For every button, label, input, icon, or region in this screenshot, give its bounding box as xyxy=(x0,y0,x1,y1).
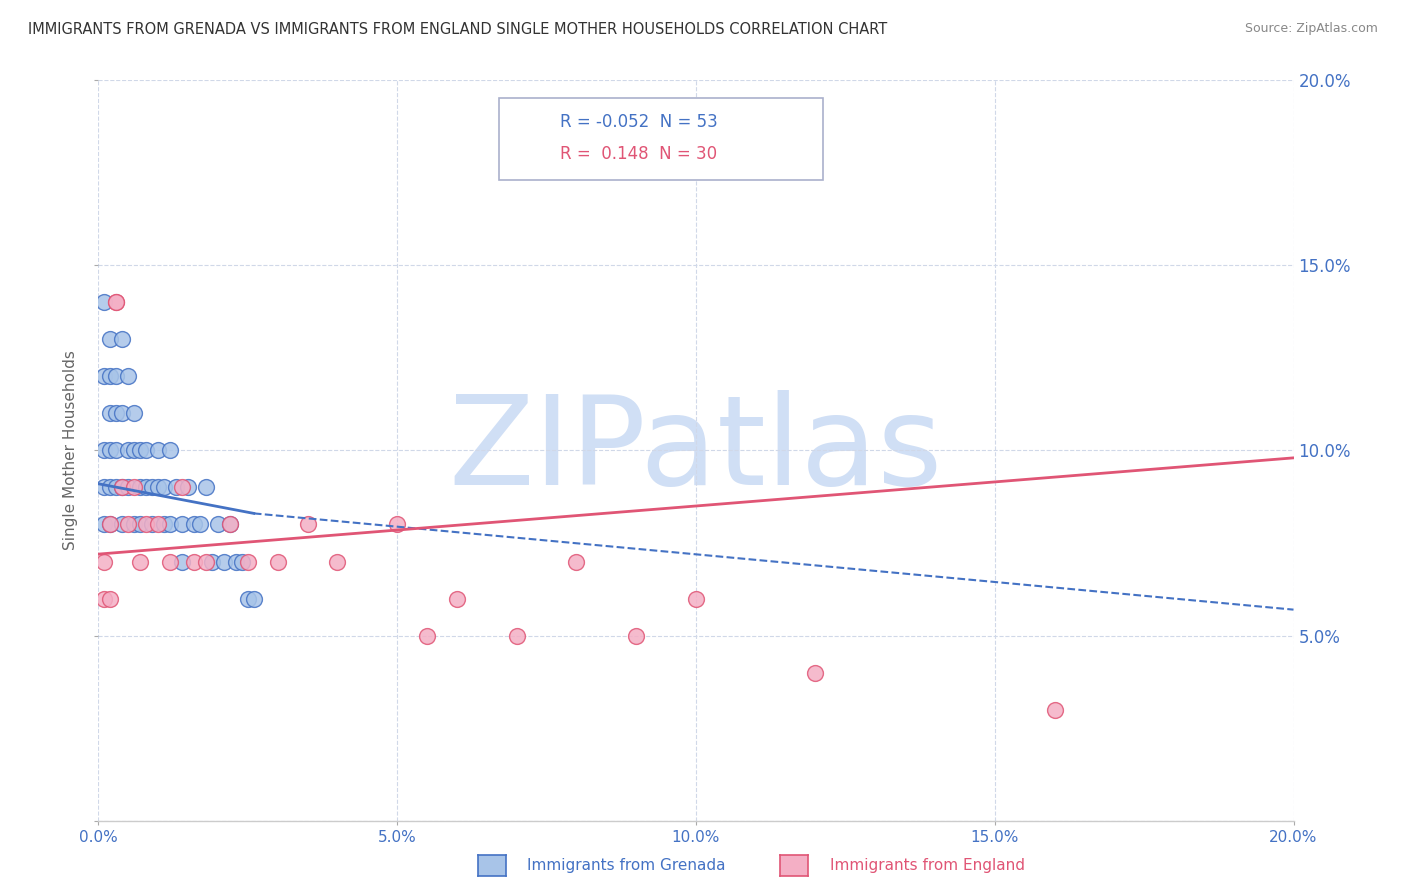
Point xyxy=(93,443,115,458)
Point xyxy=(153,517,176,532)
Point xyxy=(135,481,157,495)
Point xyxy=(297,517,319,532)
Point xyxy=(124,517,146,532)
Point xyxy=(212,554,235,569)
Point xyxy=(117,481,139,495)
Point xyxy=(105,295,128,310)
Point xyxy=(219,517,242,532)
Point xyxy=(135,443,157,458)
Point xyxy=(93,481,115,495)
Point xyxy=(236,554,259,569)
Point xyxy=(93,591,115,606)
Point xyxy=(111,481,134,495)
Point xyxy=(165,481,187,495)
Point xyxy=(98,517,122,532)
Point xyxy=(98,407,122,421)
Point xyxy=(565,554,588,569)
Point xyxy=(183,517,205,532)
Point xyxy=(153,481,176,495)
Point xyxy=(195,481,218,495)
Point xyxy=(148,517,170,532)
Point xyxy=(141,481,163,495)
Point xyxy=(243,591,266,606)
Point xyxy=(105,295,128,310)
Point xyxy=(626,628,648,642)
Point xyxy=(93,554,115,569)
Text: ZIPatlas: ZIPatlas xyxy=(449,390,943,511)
Point xyxy=(93,369,115,384)
Point xyxy=(129,443,152,458)
Point xyxy=(111,332,134,346)
Point xyxy=(111,407,134,421)
Point xyxy=(124,407,146,421)
Point xyxy=(236,591,259,606)
Point xyxy=(105,369,128,384)
Point xyxy=(446,591,468,606)
Point xyxy=(117,517,139,532)
Point xyxy=(93,517,115,532)
Point xyxy=(105,481,128,495)
Point xyxy=(93,295,115,310)
Point xyxy=(129,481,152,495)
Point xyxy=(129,554,152,569)
Text: Source: ZipAtlas.com: Source: ZipAtlas.com xyxy=(1244,22,1378,36)
Point xyxy=(195,554,218,569)
Point xyxy=(804,665,827,680)
Point xyxy=(105,407,128,421)
Point xyxy=(124,443,146,458)
Text: R = -0.052  N = 53: R = -0.052 N = 53 xyxy=(560,113,717,131)
Text: Immigrants from England: Immigrants from England xyxy=(830,858,1025,872)
Point xyxy=(159,554,181,569)
Text: Immigrants from Grenada: Immigrants from Grenada xyxy=(527,858,725,872)
Point xyxy=(141,517,163,532)
Point xyxy=(98,369,122,384)
Point xyxy=(117,443,139,458)
Point xyxy=(207,517,229,532)
Point xyxy=(172,517,194,532)
Point xyxy=(148,481,170,495)
Point xyxy=(506,628,529,642)
Point xyxy=(177,481,200,495)
Point xyxy=(98,517,122,532)
Point xyxy=(219,517,242,532)
Point xyxy=(111,481,134,495)
Point xyxy=(225,554,247,569)
Point xyxy=(98,481,122,495)
Point xyxy=(124,481,146,495)
Point xyxy=(416,628,439,642)
Point xyxy=(129,517,152,532)
Point xyxy=(117,369,139,384)
Point xyxy=(172,554,194,569)
Point xyxy=(1043,703,1066,717)
Point xyxy=(172,481,194,495)
Point xyxy=(98,591,122,606)
Point xyxy=(159,517,181,532)
Text: R =  0.148  N = 30: R = 0.148 N = 30 xyxy=(560,145,717,163)
Text: IMMIGRANTS FROM GRENADA VS IMMIGRANTS FROM ENGLAND SINGLE MOTHER HOUSEHOLDS CORR: IMMIGRANTS FROM GRENADA VS IMMIGRANTS FR… xyxy=(28,22,887,37)
Y-axis label: Single Mother Households: Single Mother Households xyxy=(63,351,79,550)
Point xyxy=(135,517,157,532)
Point xyxy=(98,443,122,458)
Point xyxy=(111,517,134,532)
Point xyxy=(385,517,409,532)
Point xyxy=(231,554,253,569)
Point xyxy=(267,554,290,569)
Point xyxy=(105,443,128,458)
Point xyxy=(685,591,707,606)
Point xyxy=(148,443,170,458)
Point xyxy=(326,554,349,569)
Point xyxy=(188,517,211,532)
Point xyxy=(183,554,205,569)
Point xyxy=(201,554,224,569)
Point xyxy=(98,332,122,346)
Point xyxy=(159,443,181,458)
